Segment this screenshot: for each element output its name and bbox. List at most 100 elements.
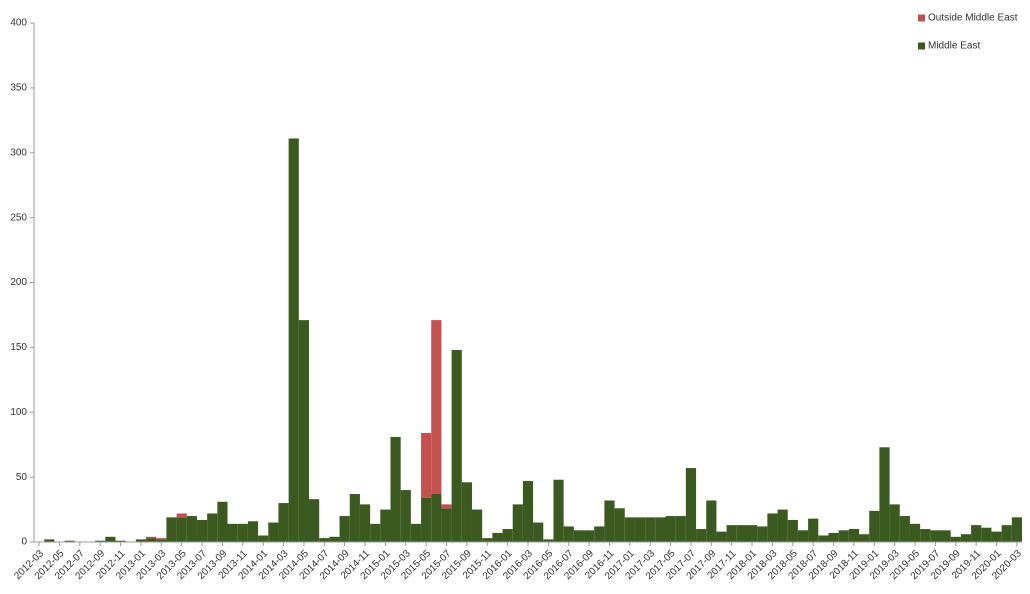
bar-segment [115, 540, 126, 542]
bar-segment [319, 538, 330, 542]
bar-segment [716, 531, 727, 542]
bar-segment [757, 526, 768, 542]
bar-segment [309, 499, 320, 542]
bar-segment [359, 504, 371, 542]
bar-segment [818, 535, 829, 542]
y-tick-label: 200 [10, 277, 27, 288]
bar-segment [441, 504, 452, 509]
bar-segment [808, 518, 819, 542]
bar-segment [909, 523, 921, 542]
y-tick-label: 300 [10, 147, 27, 158]
bar-segment [156, 538, 167, 540]
bar-segment [176, 517, 187, 542]
bar-segment [940, 530, 951, 542]
bar-segment [268, 522, 279, 542]
legend-swatch [918, 42, 925, 50]
bar-segment [787, 519, 798, 542]
y-tick-label: 50 [16, 472, 28, 483]
bar-segment [482, 538, 493, 542]
bar-segment [960, 534, 972, 542]
bar-segment [634, 517, 646, 542]
bar-segment [736, 525, 747, 542]
bar-segment [492, 532, 503, 542]
bar-segment [502, 529, 513, 542]
bar-segment [227, 523, 238, 542]
bar-segment [1001, 525, 1012, 542]
bar-segment [828, 532, 839, 542]
legend-swatch [918, 14, 925, 22]
bar-segment [879, 447, 890, 542]
bar-segment [604, 500, 615, 542]
bar-segment [543, 539, 554, 542]
bar-segment [1011, 517, 1022, 542]
bar-segment [859, 534, 870, 542]
bar-segment [349, 493, 360, 542]
bar-segment [247, 521, 259, 542]
bar-segment [135, 539, 147, 542]
bar-segment [390, 436, 401, 542]
bar-segment [410, 523, 422, 542]
bar-segment [584, 530, 595, 542]
bar-segment [594, 526, 605, 542]
bar-segment [146, 538, 157, 542]
legend-label: Outside Middle East [928, 13, 1018, 24]
bar-segment [156, 539, 167, 542]
bar-segment [848, 529, 860, 542]
bar-segment [421, 497, 432, 542]
bar-segment [278, 503, 289, 542]
bar-segment [696, 529, 707, 542]
bar-segment [767, 513, 778, 542]
bar-segment [44, 539, 55, 542]
bar-segment [746, 525, 758, 542]
bar-segment [451, 349, 462, 542]
bar-segment [441, 508, 452, 542]
bar-segment [573, 530, 585, 542]
legend-label: Middle East [928, 41, 980, 52]
bar-segment [522, 481, 534, 542]
bar-segment [288, 138, 299, 543]
bar-segment [665, 516, 676, 542]
bar-segment [186, 516, 197, 542]
bar-segment [207, 513, 218, 542]
bar-segment [176, 513, 187, 518]
bar-segment [64, 540, 75, 542]
y-tick-label: 150 [10, 342, 27, 353]
bar-segment [421, 433, 432, 498]
bar-segment [166, 517, 177, 542]
bar-segment [553, 479, 564, 542]
bar-segment [431, 320, 442, 494]
bar-segment [981, 527, 992, 542]
bar-segment [380, 509, 391, 542]
bar-segment [370, 523, 381, 542]
y-tick-label: 400 [10, 18, 27, 29]
bar-segment [431, 493, 442, 542]
bar-segment [217, 501, 228, 542]
bar-segment [838, 530, 849, 542]
bar-segment [237, 523, 248, 542]
bar-segment [726, 525, 737, 542]
bar-segment [95, 540, 106, 542]
bar-segment [950, 536, 961, 542]
bar-segment [400, 490, 411, 542]
bar-segment [645, 517, 656, 542]
y-tick-label: 100 [10, 407, 27, 418]
bar-segment [258, 535, 269, 542]
bar-segment [971, 525, 982, 542]
bar-segment [920, 529, 931, 542]
bar-segment [298, 320, 310, 542]
bar-segment [706, 500, 717, 542]
y-tick-label: 0 [21, 537, 27, 548]
bar-segment [146, 536, 157, 539]
bar-segment [930, 530, 941, 542]
bar-segment [655, 517, 666, 542]
bar-segment [533, 522, 544, 542]
bar-segment [797, 530, 809, 542]
bar-segment [869, 510, 880, 542]
y-tick-label: 250 [10, 212, 27, 223]
bar-segment [196, 519, 208, 542]
bar-segment [471, 509, 483, 542]
bar-segment [991, 531, 1002, 542]
bar-segment [899, 516, 910, 542]
bar-segment [685, 468, 697, 542]
